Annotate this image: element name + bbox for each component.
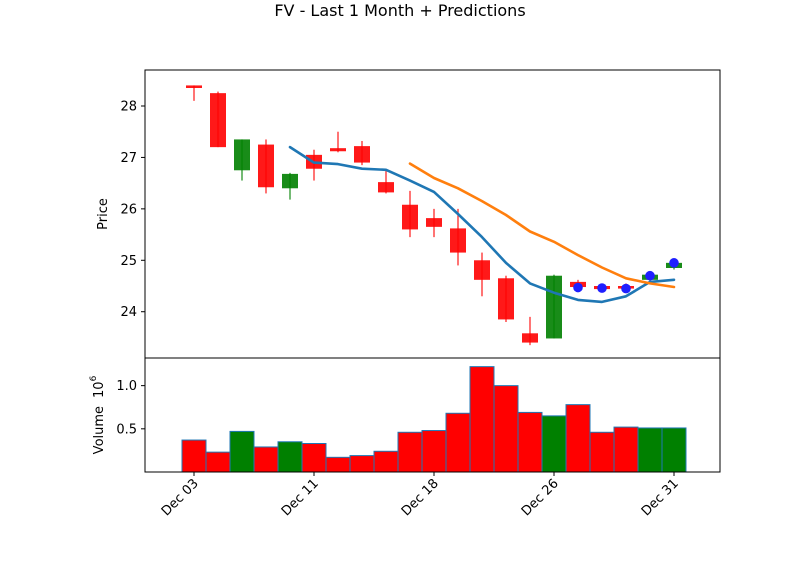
price-y-tick-label: 28 [120,100,137,115]
candle-body [330,148,346,152]
prediction-marker [645,270,655,281]
volume-y-tick-label: 1.0 [116,379,137,394]
volume-bar [205,451,231,473]
candle-body [402,204,418,230]
prediction-marker [669,258,679,268]
candle-body [258,144,274,188]
prediction-markers [573,258,679,294]
volume-bar [229,430,255,473]
price-y-tick-label: 25 [120,254,137,269]
volume-axis-label: Volume 106 [89,375,107,454]
volume-bar [253,446,279,473]
volume-bar [661,427,687,473]
volume-panel-frame [144,357,721,473]
candle-body [234,139,250,171]
candle-body [378,182,394,193]
volume-bar [349,455,375,473]
chart-title: FV - Last 1 Month + Predictions [274,1,525,20]
price-panel: 24 25 26 27 28 Price [96,69,721,359]
volume-bar [517,411,543,473]
x-axis: Dec 03 Dec 11 Dec 18 Dec 26 Dec 31 [159,472,682,519]
volume-bars [181,366,687,473]
volume-bar [325,456,351,473]
x-tick-label: Dec 03 [159,476,202,519]
volume-axis-label-power: 6 [89,375,99,381]
volume-y-tick-label: 0.5 [116,422,137,437]
candle-body [282,173,298,189]
prediction-marker [573,282,583,293]
volume-bar [493,385,519,473]
volume-y-ticks: 0.5 1.0 [116,379,145,437]
price-panel-frame [144,69,721,359]
candle-body [186,85,202,88]
price-y-ticks: 24 25 26 27 28 [120,100,145,320]
volume-axis-label-base: 10 [92,381,107,398]
volume-bar [181,439,207,473]
moving-average-lines [288,145,676,304]
price-y-tick-label: 26 [120,202,137,217]
candle-body [210,93,226,148]
volume-axis-label-word: Volume [92,406,107,454]
volume-bar [469,366,495,473]
volume-bar [301,443,327,473]
volume-bar [373,450,399,473]
volume-bar [397,431,423,473]
ma-long-line [408,162,676,289]
price-y-tick-label: 27 [120,151,137,166]
prediction-marker [597,283,607,293]
candle-body [546,275,562,339]
candlesticks [186,85,682,346]
candle-body [450,228,466,253]
x-tick-label: Dec 18 [399,476,442,519]
price-y-tick-label: 24 [120,305,137,320]
volume-bar [589,431,615,473]
volume-bar [613,426,639,473]
x-tick-label: Dec 26 [519,476,562,519]
volume-bar [637,427,663,473]
volume-bar [421,430,447,473]
prediction-marker [621,283,631,294]
ma-short-line [288,145,676,304]
volume-bar [445,412,471,473]
candle-body [474,260,490,280]
candle-body [498,278,514,320]
volume-bar [541,415,567,473]
price-axis-label: Price [96,198,111,230]
volume-bar [565,404,591,473]
volume-axis-label-text: Volume 106 [89,375,107,454]
candle-body [522,333,538,343]
volume-bar [277,441,303,473]
x-tick-label: Dec 31 [639,476,682,519]
candle-body [426,218,442,227]
candle-body [354,146,370,163]
x-tick-label: Dec 11 [279,476,322,519]
volume-panel: 0.5 1.0 Volume 106 [89,357,721,473]
